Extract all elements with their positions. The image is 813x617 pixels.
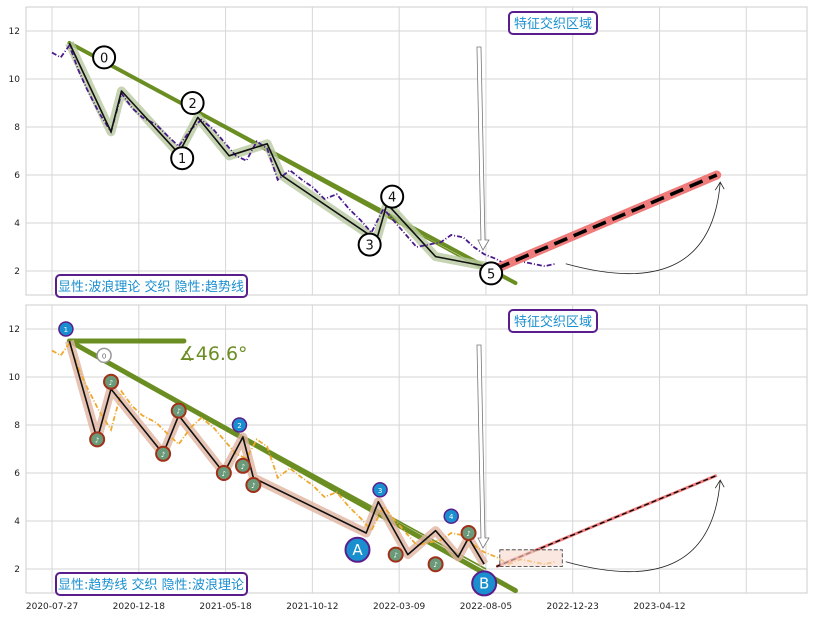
x-tick-label: 2021-05-18: [199, 602, 252, 612]
wave-label-circle: [479, 261, 504, 286]
wave-label-circle: [380, 184, 405, 209]
x-tick-label: 2022-12-23: [547, 602, 599, 612]
projection-zone: [499, 549, 563, 567]
callout-box: [508, 309, 598, 333]
main-wave-marker: [471, 570, 498, 597]
y-tick-label: 4: [14, 219, 20, 229]
y-tick-label: 2: [14, 565, 20, 575]
wave-line: [68, 42, 499, 270]
main-wave-marker: [96, 347, 112, 364]
x-tick-label: 2020-12-18: [113, 602, 166, 612]
x-tick-label: 2023-04-12: [633, 602, 685, 612]
wave-label: 5: [487, 267, 495, 282]
wave-label: 0: [100, 51, 108, 66]
y-tick-label: 2: [14, 267, 20, 277]
main-wave-label: 2: [237, 422, 241, 430]
sub-wave-glyph: ♪: [241, 463, 245, 471]
sub-wave-glyph: ♪: [393, 552, 397, 560]
sub-wave-marker: [89, 431, 106, 448]
projection-arc: [565, 182, 721, 275]
main-wave-marker: [344, 536, 371, 563]
sub-wave-glyph: ♪: [251, 482, 255, 490]
wave-label: 1: [178, 152, 186, 167]
wave-label-circle: [170, 146, 195, 171]
callout-arrow: [476, 344, 490, 549]
caption-label: 显性:趋势线 交织 隐性:波浪理论: [58, 577, 244, 593]
main-wave-marker: [58, 321, 74, 337]
main-wave-label: 0: [102, 352, 106, 360]
wave-label-circle: [357, 232, 382, 257]
plot-frame: [25, 6, 808, 296]
caption-box: [55, 572, 248, 596]
main-wave-label: 4: [449, 513, 454, 521]
sub-wave-marker: [155, 445, 172, 462]
wave-label-circle: [180, 91, 205, 115]
main-wave-marker: [443, 508, 459, 524]
arc-arrowhead: [714, 479, 725, 489]
sub-wave-marker: [215, 465, 232, 481]
sub-wave-glyph: ♪: [433, 561, 437, 569]
main-wave-marker: [372, 482, 388, 498]
angle-label: ∡46.6°: [179, 343, 248, 365]
wave-label: 3: [365, 239, 373, 254]
channel-line: [69, 340, 487, 570]
y-tick-label: 12: [9, 325, 20, 335]
callout-box: [508, 11, 598, 35]
main-wave-marker: [231, 417, 248, 433]
caption-label: 显性:波浪理论 交织 隐性:趋势线: [58, 279, 244, 295]
x-tick-label: 2022-08-05: [460, 602, 512, 612]
callout-label: 特征交织区域: [514, 16, 592, 32]
sub-wave-marker: [103, 373, 120, 390]
callout-arrow: [476, 46, 490, 251]
main-wave-label: 1: [64, 326, 68, 334]
sub-wave-marker: [170, 402, 187, 419]
arc-arrowhead: [714, 181, 725, 191]
x-tick-label: 2022-03-09: [373, 602, 426, 612]
wave-label: 2: [188, 97, 196, 112]
main-wave-label: 3: [378, 487, 382, 495]
caption-box: [55, 274, 248, 298]
sub-wave-glyph: ♪: [466, 530, 470, 538]
sub-wave-glyph: ♪: [109, 379, 113, 387]
x-tick-label: 2020-07-27: [26, 602, 78, 612]
projection-arc: [565, 480, 721, 573]
sub-wave-marker: [234, 457, 251, 474]
sub-wave-glyph: ♪: [176, 408, 180, 416]
main-wave-label: A: [352, 541, 363, 559]
y-tick-label: 10: [9, 373, 21, 383]
main-wave-label: B: [479, 574, 489, 592]
projection-line: [495, 173, 718, 271]
sub-wave-glyph: ♪: [161, 451, 165, 459]
price-series: [51, 43, 556, 268]
y-tick-label: 4: [14, 517, 20, 527]
y-tick-label: 8: [14, 123, 20, 133]
sub-wave-marker: [427, 556, 444, 573]
y-tick-label: 8: [14, 421, 20, 431]
wave-label: 4: [388, 191, 396, 206]
y-tick-label: 6: [14, 469, 20, 479]
sub-wave-glyph: ♪: [95, 436, 99, 444]
wave-label-circle: [92, 45, 117, 70]
sub-wave-glyph: ♪: [222, 470, 226, 478]
y-tick-label: 6: [14, 171, 20, 181]
x-tick-label: 2021-10-12: [286, 602, 338, 612]
sub-wave-marker: [245, 477, 262, 493]
y-tick-label: 12: [9, 27, 20, 37]
sub-wave-marker: [460, 525, 477, 541]
callout-label: 特征交织区域: [514, 314, 592, 330]
y-tick-label: 10: [9, 75, 21, 85]
sub-wave-marker: [387, 546, 404, 563]
